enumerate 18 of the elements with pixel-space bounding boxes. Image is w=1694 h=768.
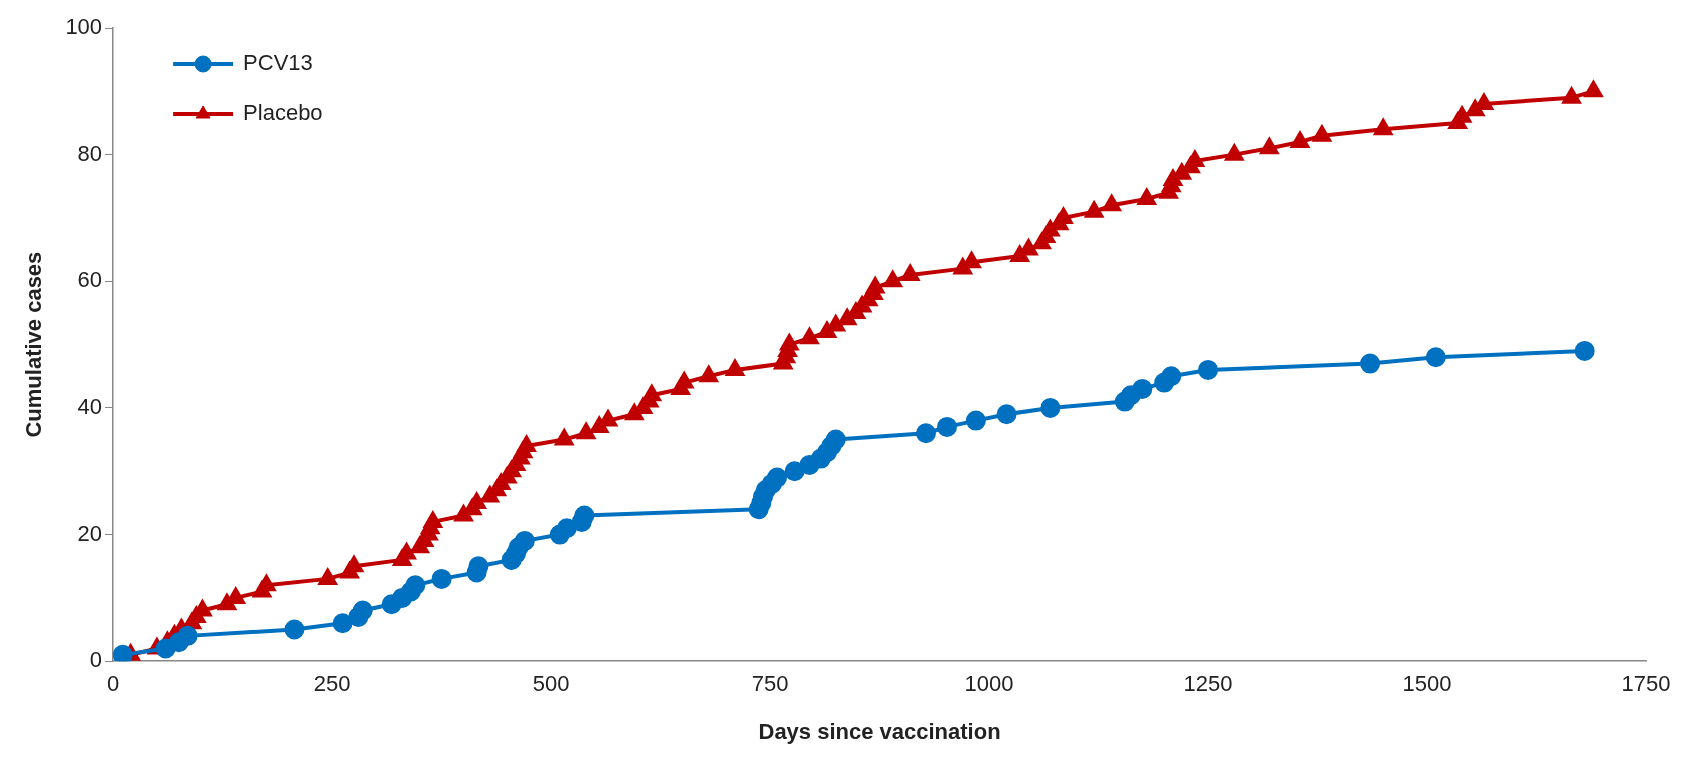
x-tick-label: 500: [532, 671, 570, 697]
legend-label: Placebo: [243, 100, 323, 126]
y-axis-title: Cumulative cases: [21, 251, 47, 438]
y-tick-label: 20: [77, 520, 103, 546]
y-tick-label: 80: [77, 140, 103, 166]
x-tick-label: 0: [106, 671, 120, 697]
x-tick-label: 250: [313, 671, 351, 697]
x-tick-label: 1500: [1402, 671, 1452, 697]
y-tick-label: 40: [77, 393, 103, 419]
y-tick-label: 0: [89, 647, 103, 673]
y-tick-label: 100: [65, 14, 103, 40]
y-tick-label: 60: [77, 267, 103, 293]
x-tick-label: 1000: [964, 671, 1014, 697]
x-tick-label: 1750: [1621, 671, 1671, 697]
x-tick-label: 1250: [1183, 671, 1233, 697]
x-tick-label: 750: [751, 671, 789, 697]
x-axis-title: Days since vaccination: [758, 718, 1001, 744]
legend-label: PCV13: [243, 50, 313, 76]
